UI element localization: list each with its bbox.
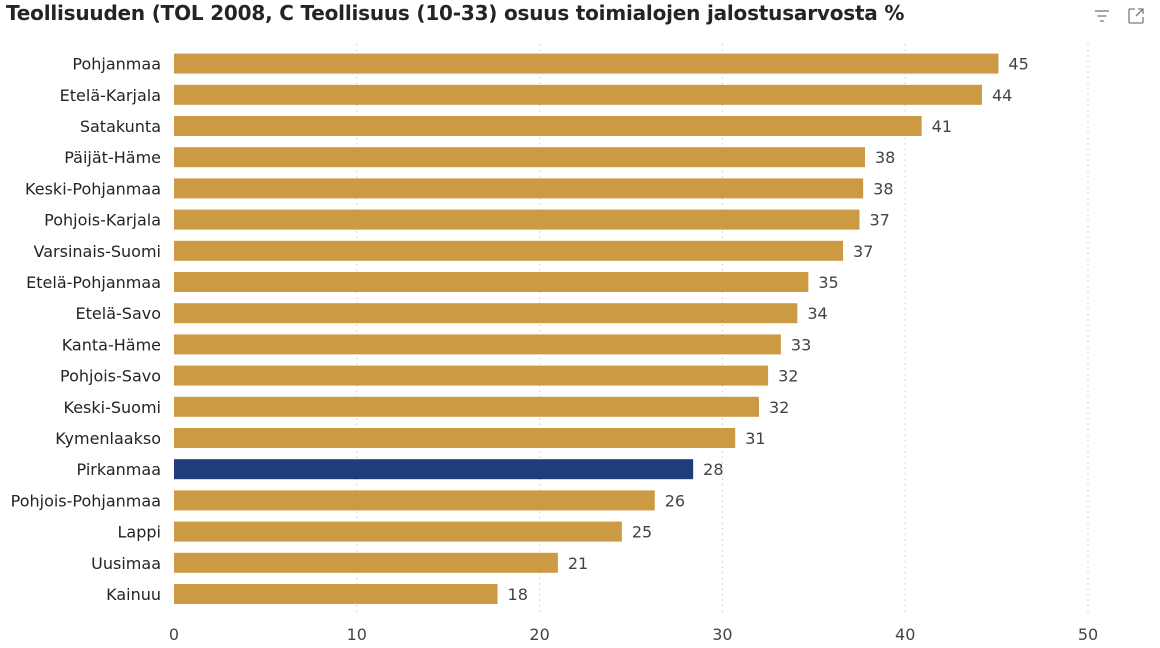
category-label: Uusimaa: [91, 554, 161, 573]
data-label: 37: [870, 211, 890, 230]
visual-toolbar: [1092, 6, 1146, 26]
category-label: Pirkanmaa: [77, 460, 161, 479]
bar[interactable]: [174, 209, 860, 230]
bar[interactable]: [174, 552, 558, 573]
category-label: Etelä-Karjala: [60, 86, 161, 105]
category-label: Etelä-Pohjanmaa: [26, 273, 161, 292]
x-tick-label: 10: [347, 625, 367, 644]
bar[interactable]: [174, 490, 655, 511]
data-label: 41: [932, 117, 952, 136]
bar[interactable]: [174, 303, 798, 324]
bar[interactable]: [174, 459, 694, 480]
bar[interactable]: [174, 584, 498, 604]
category-label: Pohjois-Pohjanmaa: [11, 491, 161, 510]
category-label: Satakunta: [80, 117, 161, 136]
bar[interactable]: [174, 334, 781, 355]
category-label: Pohjanmaa: [72, 55, 161, 74]
data-label: 21: [568, 554, 588, 573]
category-label: Kanta-Häme: [62, 335, 161, 354]
category-label: Keski-Suomi: [64, 398, 161, 417]
bar[interactable]: [174, 53, 999, 74]
data-label: 37: [853, 242, 873, 261]
bar[interactable]: [174, 272, 809, 292]
data-label: 33: [791, 335, 811, 354]
bar[interactable]: [174, 178, 864, 199]
category-label: Lappi: [118, 523, 161, 542]
data-label: 34: [807, 304, 827, 323]
data-label: 32: [778, 367, 798, 386]
bar[interactable]: [174, 84, 982, 105]
data-label: 28: [703, 460, 723, 479]
bar[interactable]: [174, 396, 759, 417]
bar[interactable]: [174, 147, 865, 168]
category-label: Varsinais-Suomi: [34, 242, 161, 261]
data-label: 18: [508, 585, 528, 604]
category-label: Pohjois-Savo: [60, 367, 161, 386]
category-label: Keski-Pohjanmaa: [25, 179, 161, 198]
bar[interactable]: [174, 428, 736, 448]
data-label: 25: [632, 523, 652, 542]
bar[interactable]: [174, 240, 844, 261]
category-label: Kymenlaakso: [55, 429, 161, 448]
bar[interactable]: [174, 116, 922, 136]
data-label: 31: [745, 429, 765, 448]
data-label: 38: [873, 179, 893, 198]
category-label: Kainuu: [106, 585, 161, 604]
data-label: 38: [875, 148, 895, 167]
category-label: Pohjois-Karjala: [44, 211, 161, 230]
x-tick-label: 0: [169, 625, 179, 644]
bar[interactable]: [174, 521, 622, 542]
bar[interactable]: [174, 365, 769, 386]
x-tick-label: 50: [1078, 625, 1098, 644]
data-label: 32: [769, 398, 789, 417]
x-tick-label: 20: [529, 625, 549, 644]
x-tick-label: 30: [712, 625, 732, 644]
data-label: 45: [1008, 55, 1028, 74]
data-label: 35: [818, 273, 838, 292]
category-label: Etelä-Savo: [76, 304, 161, 323]
focus-mode-icon[interactable]: [1126, 6, 1146, 26]
data-label: 26: [665, 491, 685, 510]
data-label: 44: [992, 86, 1012, 105]
x-tick-label: 40: [895, 625, 915, 644]
category-label: Päijät-Häme: [64, 148, 161, 167]
filter-lines-icon[interactable]: [1092, 6, 1112, 26]
chart-title: Teollisuuden (TOL 2008, C Teollisuus (10…: [6, 1, 905, 25]
